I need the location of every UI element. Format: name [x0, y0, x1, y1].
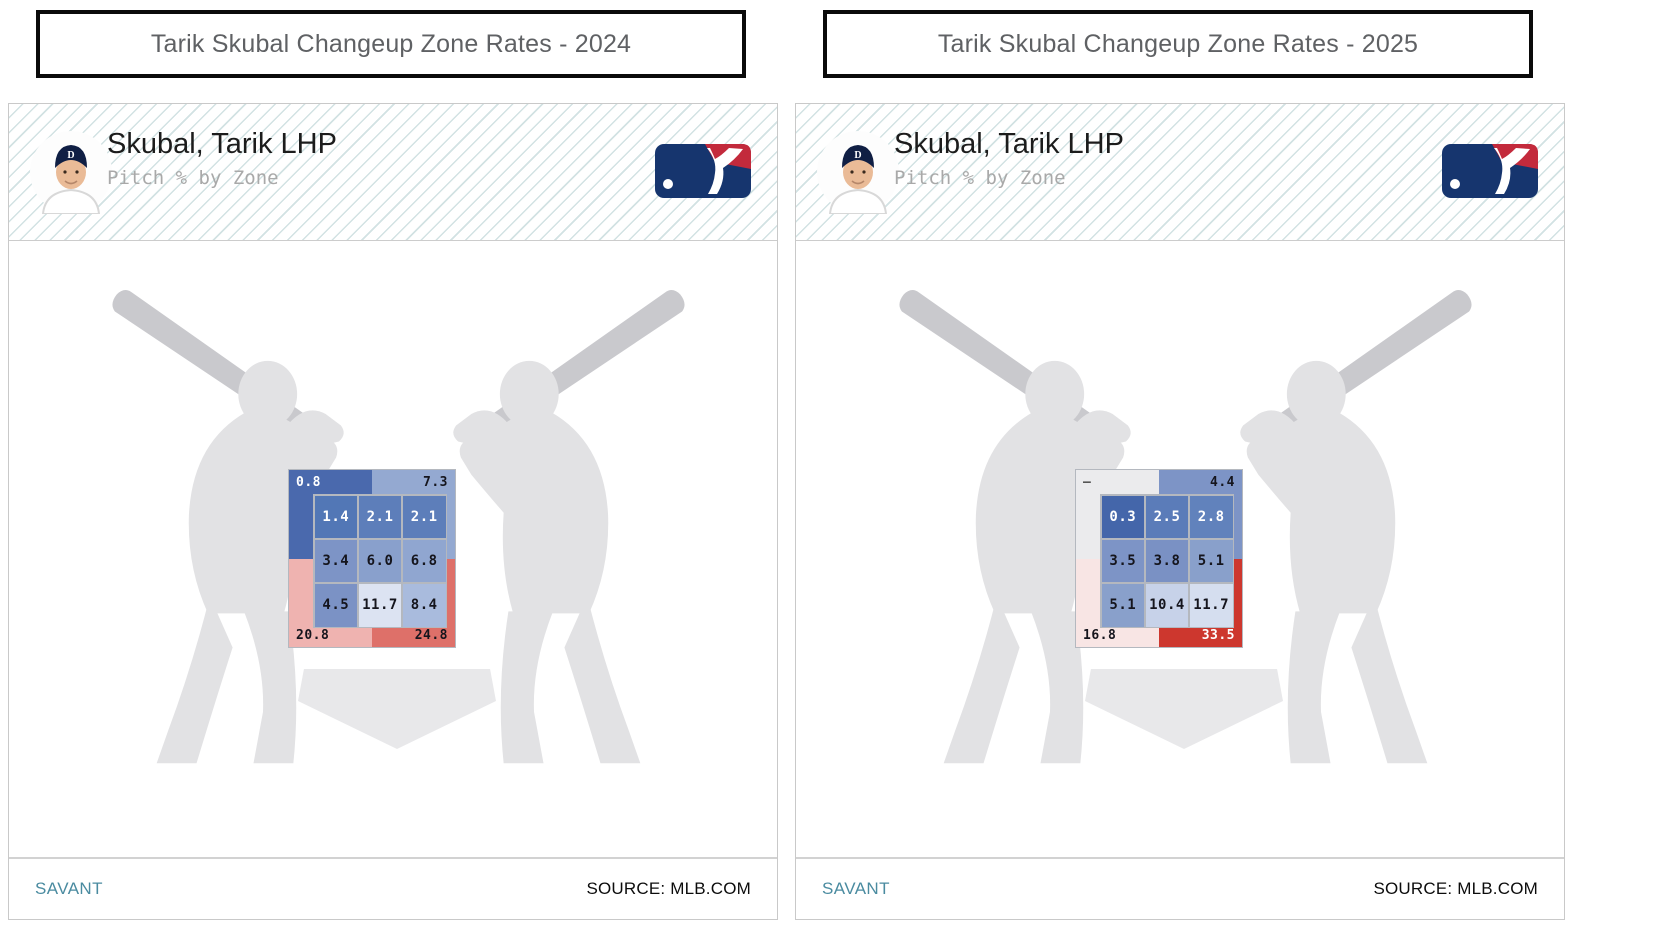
- zone-cell-value: 2.8: [1189, 495, 1233, 539]
- zone-corner-value: 7.3: [423, 475, 448, 490]
- zone-cell-value: 1.4: [314, 495, 358, 539]
- savant-wordmark: SAVANT: [35, 879, 103, 898]
- panel-2024: Tarik Skubal Changeup Zone Rates - 2024 …: [8, 0, 778, 936]
- zone-cell-value: 3.4: [314, 539, 358, 583]
- savant-wordmark: SAVANT: [822, 879, 890, 898]
- mlb-logo-icon: [655, 144, 751, 198]
- card-header: Skubal, Tarik LHP Pitch % by Zone: [796, 104, 1564, 241]
- zone-corner-value: 0.8: [296, 475, 321, 490]
- header-text: Skubal, Tarik LHP Pitch % by Zone: [894, 126, 1124, 189]
- zone-corner-value: 20.8: [296, 628, 330, 643]
- zone-cell-value: 2.1: [358, 495, 402, 539]
- chart-title-box: Tarik Skubal Changeup Zone Rates - 2024: [36, 10, 746, 78]
- card-main: — 4.4 16.8 33.5 0.3 2.5 2.8 3.5 3.8 5.1 5.1 10.4 11.…: [796, 241, 1564, 857]
- chart-subtitle: Pitch % by Zone: [894, 167, 1066, 190]
- savant-card: Skubal, Tarik LHP Pitch % by Zone — 4.4 16…: [795, 103, 1565, 920]
- source-credit: SOURCE: MLB.COM: [1373, 879, 1538, 898]
- chart-subtitle: Pitch % by Zone: [107, 167, 279, 190]
- zone-cell-value: 3.8: [1145, 539, 1189, 583]
- zone-corner-value: 4.4: [1210, 475, 1235, 490]
- zone-cell-value: 11.7: [1189, 583, 1233, 627]
- strike-zone-grid: 0.3 2.5 2.8 3.5 3.8 5.1 5.1 10.4 11.7: [1100, 494, 1234, 628]
- zone-corner-value: 24.8: [414, 628, 448, 643]
- card-footer: SAVANT SOURCE: MLB.COM: [796, 857, 1564, 919]
- zone-cell-value: 4.5: [314, 583, 358, 627]
- zone-corner-value: 33.5: [1201, 628, 1235, 643]
- zone-corner-value: —: [1083, 475, 1092, 490]
- chart-title-box: Tarik Skubal Changeup Zone Rates - 2025: [823, 10, 1533, 78]
- zone-cell-value: 11.7: [358, 583, 402, 627]
- header-text: Skubal, Tarik LHP Pitch % by Zone: [107, 126, 337, 189]
- zone-rate-heatmap-2024: 0.8 7.3 20.8 24.8 1.4 2.1 2.1 3.4 6.0 6.8 4.5 11.7 8…: [288, 469, 456, 648]
- card-footer: SAVANT SOURCE: MLB.COM: [9, 857, 777, 919]
- savant-card: Skubal, Tarik LHP Pitch % by Zone 0.8 7.3…: [8, 103, 778, 920]
- zone-cell-value: 6.8: [402, 539, 446, 583]
- zone-rate-heatmap-2025: — 4.4 16.8 33.5 0.3 2.5 2.8 3.5 3.8 5.1 5.1 10.4 11.…: [1075, 469, 1243, 648]
- source-credit: SOURCE: MLB.COM: [586, 879, 751, 898]
- zone-cell-value: 2.1: [402, 495, 446, 539]
- zone-cell-value: 2.5: [1145, 495, 1189, 539]
- player-name: Skubal, Tarik LHP: [107, 128, 337, 160]
- zone-cell-value: 3.5: [1101, 539, 1145, 583]
- player-headshot-icon: [816, 130, 900, 214]
- card-header: Skubal, Tarik LHP Pitch % by Zone: [9, 104, 777, 241]
- card-main: 0.8 7.3 20.8 24.8 1.4 2.1 2.1 3.4 6.0 6.8 4.5 11.7 8…: [9, 241, 777, 857]
- zone-cell-value: 0.3: [1101, 495, 1145, 539]
- panel-2025: Tarik Skubal Changeup Zone Rates - 2025 …: [795, 0, 1565, 936]
- zone-cell-value: 8.4: [402, 583, 446, 627]
- chart-title: Tarik Skubal Changeup Zone Rates - 2024: [150, 29, 632, 58]
- strike-zone-grid: 1.4 2.1 2.1 3.4 6.0 6.8 4.5 11.7 8.4: [313, 494, 447, 628]
- player-name: Skubal, Tarik LHP: [894, 128, 1124, 160]
- chart-title: Tarik Skubal Changeup Zone Rates - 2025: [937, 29, 1419, 58]
- player-headshot-icon: [29, 130, 113, 214]
- zone-cell-value: 5.1: [1101, 583, 1145, 627]
- zone-corner-value: 16.8: [1083, 628, 1117, 643]
- zone-cell-value: 6.0: [358, 539, 402, 583]
- mlb-logo-icon: [1442, 144, 1538, 198]
- zone-cell-value: 10.4: [1145, 583, 1189, 627]
- zone-cell-value: 5.1: [1189, 539, 1233, 583]
